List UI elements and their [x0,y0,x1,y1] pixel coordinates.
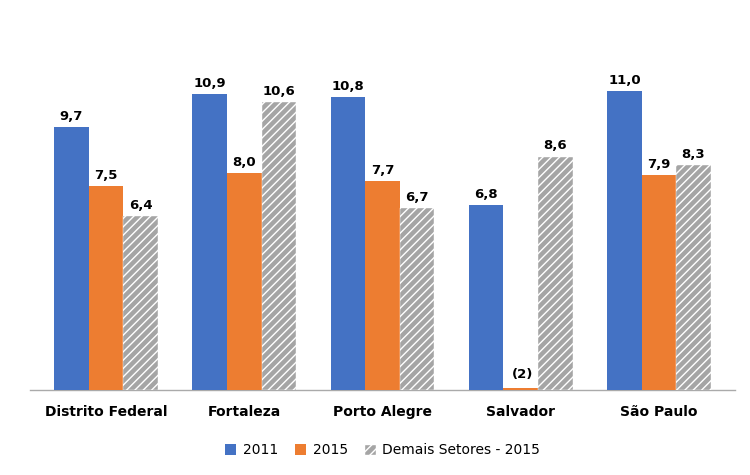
Bar [469,205,503,390]
Bar [54,127,88,389]
Text: 7,9: 7,9 [647,158,670,171]
Text: 7,7: 7,7 [370,164,394,177]
Text: 8,6: 8,6 [544,140,567,152]
Text: 10,9: 10,9 [194,77,226,90]
Bar [503,388,538,390]
Legend: 2011, 2015, Demais Setores - 2015: 2011, 2015, Demais Setores - 2015 [219,438,546,463]
Bar [365,181,400,390]
Text: 7,5: 7,5 [94,169,118,182]
Bar [642,175,676,390]
Text: 10,6: 10,6 [262,85,296,98]
Bar [538,156,572,390]
Text: 11,0: 11,0 [608,75,640,87]
Bar [400,208,434,390]
Text: 9,7: 9,7 [60,110,83,123]
Bar [676,165,711,390]
Bar [608,92,642,390]
Text: 6,4: 6,4 [129,199,152,212]
Bar [227,173,262,390]
Bar [193,94,227,389]
Bar [331,97,365,390]
Text: (2): (2) [512,369,532,381]
Text: 6,7: 6,7 [405,191,429,204]
Text: 8,3: 8,3 [682,148,705,161]
Text: 6,8: 6,8 [474,188,498,201]
Bar [123,216,158,390]
Text: 10,8: 10,8 [332,80,364,93]
Bar [262,102,296,390]
Text: 8,0: 8,0 [232,156,256,169]
Bar [88,186,123,390]
